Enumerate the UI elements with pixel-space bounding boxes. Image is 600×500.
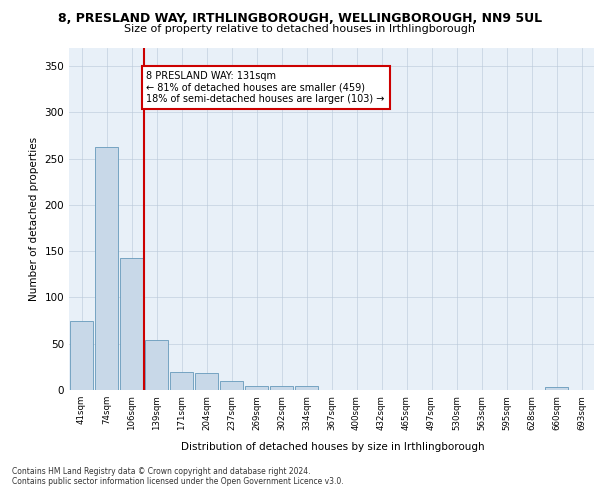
Text: Size of property relative to detached houses in Irthlingborough: Size of property relative to detached ho… bbox=[125, 24, 476, 34]
Bar bbox=[295, 386, 319, 390]
Text: 8, PRESLAND WAY, IRTHLINGBOROUGH, WELLINGBOROUGH, NN9 5UL: 8, PRESLAND WAY, IRTHLINGBOROUGH, WELLIN… bbox=[58, 12, 542, 26]
Bar bbox=[194, 374, 218, 390]
Bar bbox=[95, 148, 118, 390]
Text: 8 PRESLAND WAY: 131sqm
← 81% of detached houses are smaller (459)
18% of semi-de: 8 PRESLAND WAY: 131sqm ← 81% of detached… bbox=[146, 70, 385, 104]
Bar bbox=[70, 320, 94, 390]
Y-axis label: Number of detached properties: Number of detached properties bbox=[29, 136, 39, 301]
Bar bbox=[220, 380, 244, 390]
Text: Distribution of detached houses by size in Irthlingborough: Distribution of detached houses by size … bbox=[181, 442, 485, 452]
Bar bbox=[145, 340, 169, 390]
Bar bbox=[245, 386, 268, 390]
Bar bbox=[545, 387, 568, 390]
Bar bbox=[269, 386, 293, 390]
Bar bbox=[170, 372, 193, 390]
Bar bbox=[119, 258, 143, 390]
Text: Contains public sector information licensed under the Open Government Licence v3: Contains public sector information licen… bbox=[12, 476, 344, 486]
Text: Contains HM Land Registry data © Crown copyright and database right 2024.: Contains HM Land Registry data © Crown c… bbox=[12, 468, 311, 476]
